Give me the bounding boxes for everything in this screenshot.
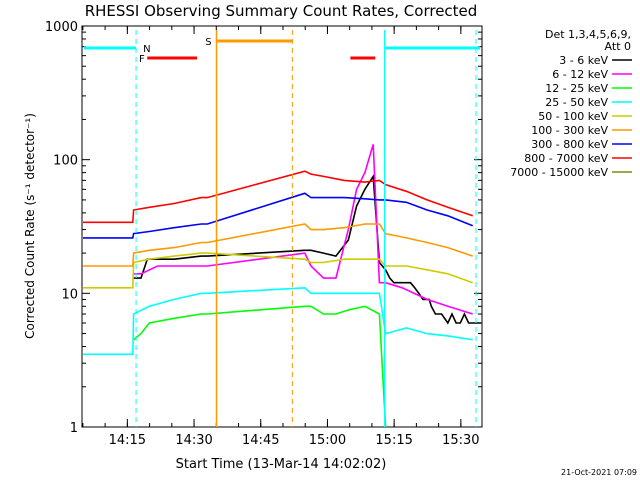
legend-label-5: 100 - 300 keV <box>531 124 608 137</box>
y-tick-label: 1000 <box>45 20 78 35</box>
series-line-7 <box>83 170 473 224</box>
legend-label-7: 800 - 7000 keV <box>524 152 608 165</box>
series-line-1 <box>133 144 473 315</box>
x-axis-label: Start Time (13-Mar-14 14:02:02) <box>176 457 387 472</box>
legend-label-1: 6 - 12 keV <box>552 68 608 81</box>
legend-label-0: 3 - 6 keV <box>559 54 608 67</box>
series-line-3 <box>83 286 473 356</box>
series-layer <box>83 144 481 428</box>
x-tick-label: 14:30 <box>175 433 212 448</box>
series-line-0 <box>133 173 481 325</box>
footer-timestamp: 21-Oct-2021 07:09 <box>561 468 637 477</box>
annotation-f: F <box>139 54 145 65</box>
x-tick-label: 15:30 <box>442 433 479 448</box>
y-axis-label: Corrected Count Rate (s⁻¹ detector⁻¹) <box>23 113 37 339</box>
plot-area <box>81 25 483 428</box>
x-tick-label: 14:15 <box>109 433 146 448</box>
x-tick-label: 15:15 <box>375 433 412 448</box>
legend-label-2: 12 - 25 keV <box>545 82 608 95</box>
plot-frame <box>81 25 483 428</box>
legend-label-4: 50 - 100 keV <box>538 110 608 123</box>
annotation-s: S <box>205 37 211 48</box>
y-axis: 1 10 100 1000 <box>45 20 482 436</box>
x-tick-label: 15:00 <box>309 433 346 448</box>
legend-label-6: 300 - 800 keV <box>531 138 608 151</box>
x-axis: 14:15 14:30 14:45 15:00 15:15 15:30 <box>82 26 480 448</box>
legend-header-line1: Det 1,3,4,5,6,9, <box>545 28 631 41</box>
legend-header-line2: Att 0 <box>605 40 631 53</box>
x-tick-label: 14:45 <box>242 433 279 448</box>
annotation-layer: NF S <box>84 30 480 427</box>
legend-label-8: 7000 - 15000 keV <box>510 166 608 179</box>
series-line-6 <box>83 192 473 239</box>
y-tick-label: 1 <box>70 421 78 436</box>
series-line-2 <box>133 305 387 428</box>
chart-title: RHESSI Observing Summary Count Rates, Co… <box>85 2 478 20</box>
series-line-5 <box>83 223 473 267</box>
annotation-n: N <box>143 44 150 55</box>
y-tick-label: 10 <box>61 287 78 302</box>
y-tick-label: 100 <box>53 154 78 169</box>
series-line-4 <box>83 252 473 289</box>
legend-label-3: 25 - 50 keV <box>545 96 608 109</box>
